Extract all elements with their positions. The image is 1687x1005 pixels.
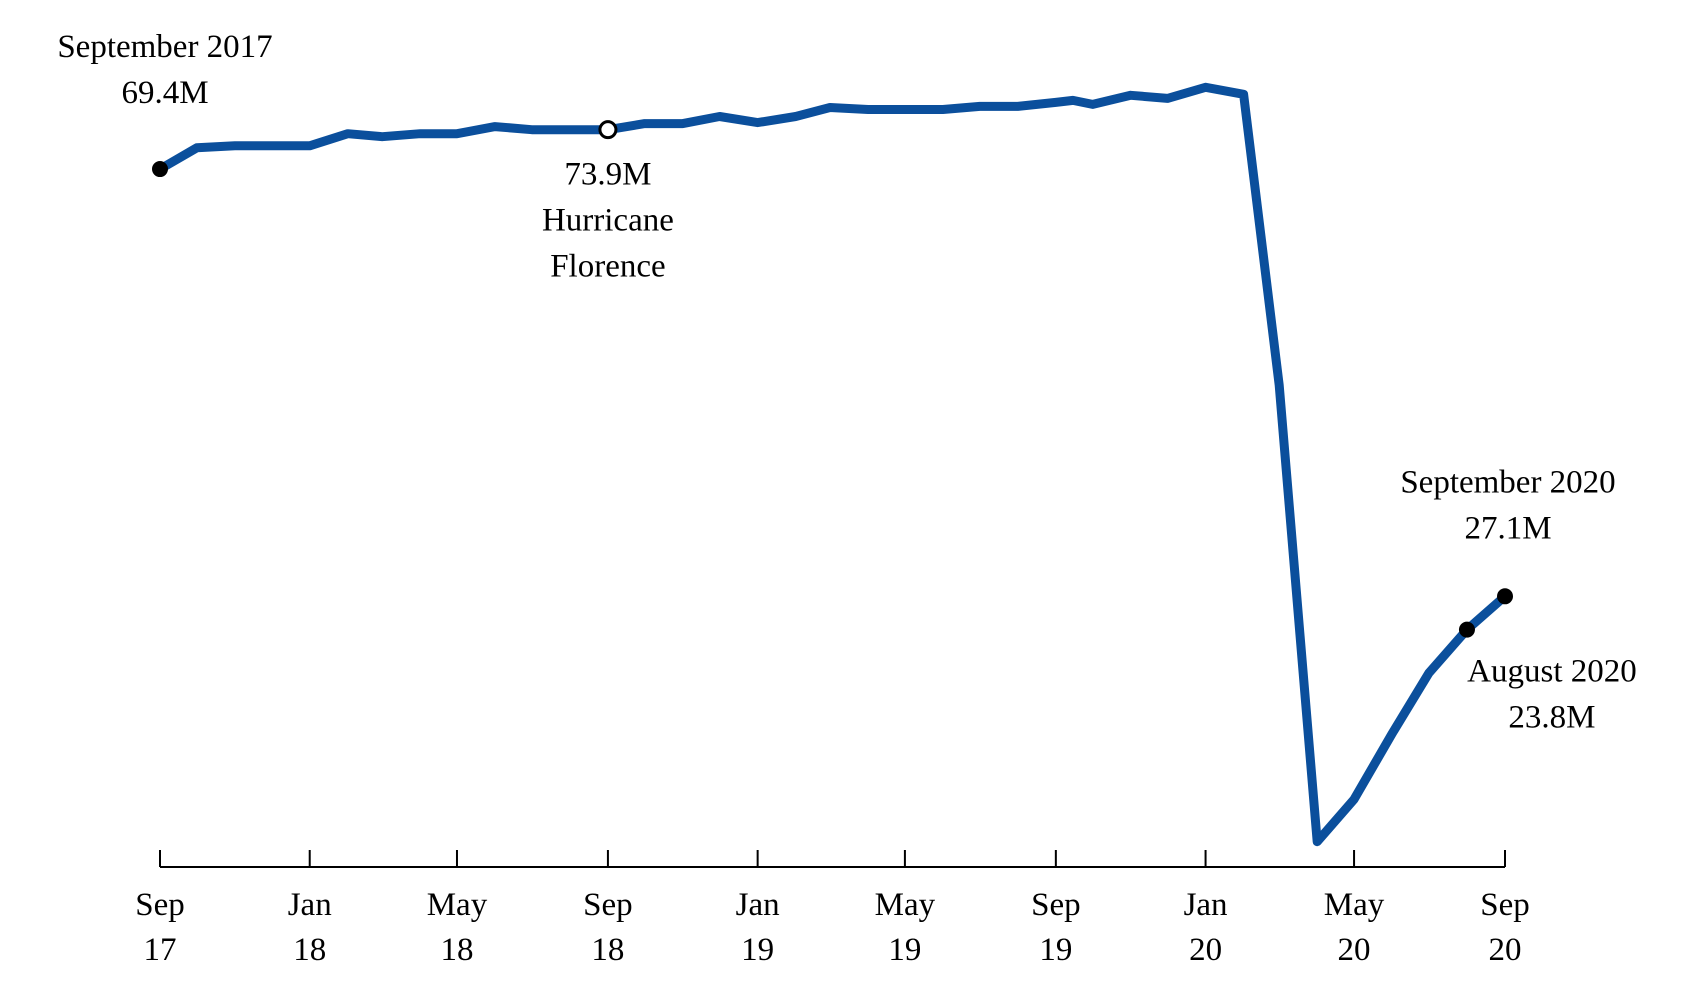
annotation-label-line: 23.8M — [1508, 700, 1595, 736]
annotation-label-line: September 2017 — [57, 29, 272, 65]
x-tick-label: Sep 20 — [1480, 887, 1530, 968]
x-tick-label: Sep 17 — [135, 887, 185, 968]
x-tick-label-month: Sep — [135, 887, 185, 923]
annotation-marker-open — [598, 120, 618, 140]
annotation-label-line: Hurricane — [542, 203, 674, 239]
x-tick-label-year: 20 — [1338, 932, 1371, 968]
x-tick-label-month: Sep — [1031, 887, 1081, 923]
annotation-marker — [152, 161, 168, 178]
x-tick-label: Jan 20 — [1184, 887, 1228, 968]
annotation-marker — [1458, 621, 1475, 638]
x-tick-label: Jan 19 — [736, 887, 780, 968]
x-tick-label: May 19 — [875, 887, 936, 968]
x-tick-label-month: Jan — [1184, 887, 1228, 923]
annotation-marker — [1497, 588, 1513, 605]
x-tick-label-year: 17 — [144, 932, 177, 968]
x-tick-label-year: 18 — [440, 932, 473, 968]
annotation-label-line: September 2020 — [1400, 464, 1615, 500]
annotation-label: September 2020 27.1M — [1400, 464, 1615, 546]
x-tick-label-month: May — [1324, 887, 1385, 923]
series-line — [155, 82, 1510, 847]
x-tick-label-year: 20 — [1489, 932, 1522, 968]
x-tick-label-month: Sep — [583, 887, 633, 923]
annotation-label-line: Florence — [550, 249, 665, 285]
x-tick-label-year: 19 — [1039, 932, 1072, 968]
x-tick-label-year: 18 — [591, 932, 624, 968]
x-tick-label-year: 19 — [888, 932, 921, 968]
x-tick-label-month: Jan — [736, 887, 780, 923]
x-tick-label: May 20 — [1324, 887, 1385, 968]
annotation-label: August 2020 23.8M — [1467, 654, 1637, 736]
x-tick-label: Sep 19 — [1031, 887, 1081, 968]
annotation-label-line: 69.4M — [121, 75, 208, 111]
annotation-label-line: 73.9M — [564, 157, 651, 193]
annotation-label-line: 27.1M — [1464, 510, 1551, 546]
x-tick-label-year: 20 — [1189, 932, 1222, 968]
x-tick-label-year: 18 — [293, 932, 326, 968]
annotation-label: 73.9M Hurricane Florence — [542, 157, 674, 285]
x-tick-label-month: Sep — [1480, 887, 1530, 923]
x-tick-label: May 18 — [427, 887, 488, 968]
x-tick-label-year: 19 — [741, 932, 774, 968]
annotation-label-line: August 2020 — [1467, 654, 1637, 690]
x-tick-label-month: May — [875, 887, 936, 923]
x-tick-label-month: Jan — [288, 887, 332, 923]
annotation-label: September 2017 69.4M — [57, 29, 272, 111]
x-tick-label: Jan 18 — [288, 887, 332, 968]
x-tick-label-month: May — [427, 887, 488, 923]
x-tick-label: Sep 18 — [583, 887, 633, 968]
